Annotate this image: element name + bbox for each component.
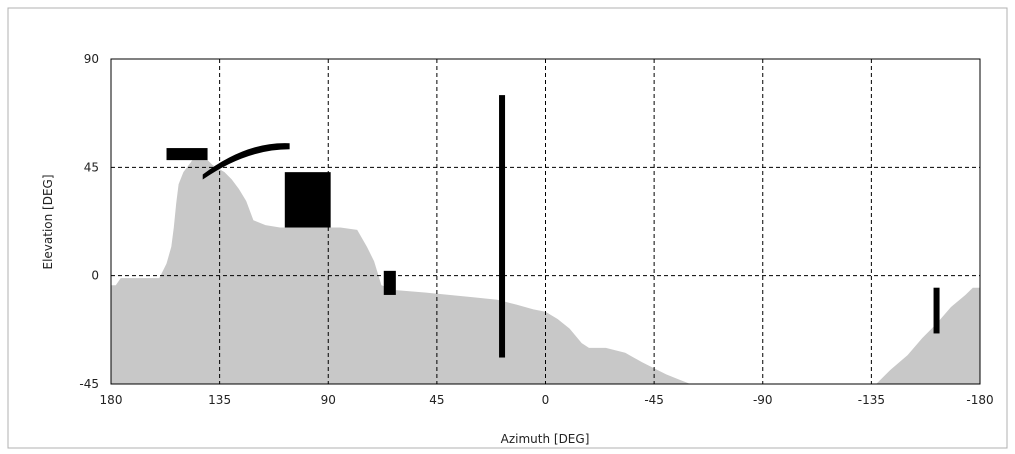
x-axis-title: Azimuth [DEG] [501,432,590,446]
obstruction-mast-4 [933,287,940,334]
obstruction-patch-5 [383,270,396,295]
obstruction-arc-0 [202,143,290,180]
obstruction-layer [166,95,940,358]
y-axis-title: Elevation [DEG] [41,174,55,269]
x-tick-label: 90 [321,393,336,407]
x-tick-label: -135 [858,393,885,407]
x-tick-label: -90 [753,393,773,407]
y-tick-labels: -45 0 45 90 [79,52,99,391]
y-tick-label: 90 [84,52,99,66]
x-tick-label: 0 [542,393,550,407]
x-tick-label: 45 [429,393,444,407]
y-tick-label: -45 [79,377,99,391]
x-tick-label: -180 [966,393,993,407]
y-tick-label: 0 [91,269,99,283]
horizon-mask-1 [876,287,980,384]
plot-area-frame [110,58,981,385]
x-tick-label: 135 [208,393,231,407]
obstruction-patch-2 [284,172,331,228]
horizon-mask-0 [111,155,691,384]
chart-border [7,7,1008,449]
obstruction-patch-1 [166,148,208,161]
grid-layer [111,59,980,384]
obstruction-mast-3 [499,95,506,358]
y-tick-label: 45 [84,160,99,174]
x-tick-label: -45 [644,393,664,407]
x-tick-labels: 180 135 90 45 0 -45 -90 -135 -180 [100,393,994,407]
x-tick-label: 180 [100,393,123,407]
